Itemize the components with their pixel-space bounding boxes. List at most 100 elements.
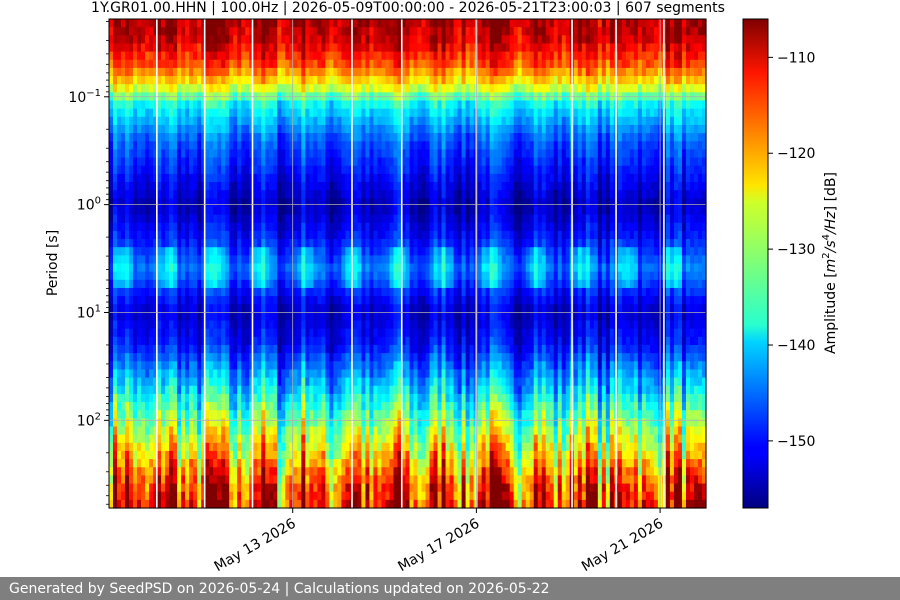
- heatmap-cell: [193, 426, 198, 436]
- heatmap-cell: [177, 353, 182, 362]
- heatmap-cell: [401, 35, 407, 45]
- heatmap-cell: [421, 43, 427, 53]
- heatmap-cell: [189, 173, 194, 183]
- heatmap-cell: [241, 279, 246, 289]
- heatmap-cell: [377, 271, 383, 281]
- heatmap-cell: [305, 100, 310, 110]
- heatmap-cell: [381, 35, 387, 45]
- heatmap-cell: [257, 491, 262, 501]
- heatmap-cell: [425, 100, 431, 110]
- heatmap-cell: [233, 149, 238, 159]
- heatmap-cell: [377, 27, 383, 36]
- heatmap-cell: [173, 426, 178, 436]
- heatmap-cell: [117, 328, 122, 338]
- heatmap-cell: [189, 27, 194, 36]
- heatmap-cell: [201, 19, 206, 28]
- heatmap-cell: [289, 304, 294, 313]
- heatmap-cell: [153, 467, 158, 476]
- heatmap-cell: [145, 450, 150, 460]
- heatmap-cell: [121, 124, 126, 134]
- heatmap-cell: [245, 76, 250, 85]
- heatmap-cell: [213, 467, 218, 476]
- heatmap-cell: [285, 133, 290, 142]
- heatmap-cell: [189, 165, 194, 175]
- heatmap-cell: [137, 385, 142, 395]
- heatmap-cell: [409, 157, 415, 167]
- heatmap-cell: [141, 377, 146, 387]
- heatmap-cell: [197, 393, 202, 403]
- heatmap-cell: [133, 434, 138, 444]
- heatmap-cell: [417, 67, 423, 77]
- heatmap-cell: [117, 19, 122, 28]
- heatmap-cell: [249, 149, 254, 159]
- heatmap-cell: [157, 328, 162, 338]
- heatmap-cell: [149, 149, 154, 159]
- heatmap-cell: [437, 141, 443, 150]
- heatmap-cell: [161, 418, 166, 428]
- heatmap-cell: [381, 377, 387, 387]
- heatmap-cell: [397, 84, 403, 93]
- heatmap-cell: [321, 116, 326, 126]
- heatmap-cell: [297, 165, 302, 175]
- heatmap-cell: [281, 287, 286, 297]
- heatmap-cell: [281, 116, 286, 126]
- heatmap-cell: [317, 59, 322, 69]
- heatmap-cell: [297, 271, 302, 281]
- heatmap-cell: [365, 247, 371, 256]
- heatmap-cell: [141, 418, 146, 428]
- heatmap-cell: [397, 27, 403, 36]
- heatmap-cell: [369, 483, 375, 493]
- heatmap-cell: [353, 19, 359, 28]
- heatmap-cell: [241, 149, 246, 159]
- heatmap-cell: [329, 499, 334, 509]
- heatmap-cell: [285, 483, 290, 493]
- heatmap-cell: [369, 165, 375, 175]
- heatmap-cell: [145, 312, 150, 322]
- heatmap-cell: [237, 43, 242, 53]
- heatmap-cell: [245, 222, 250, 232]
- heatmap-cell: [197, 165, 202, 175]
- heatmap-cell: [277, 27, 282, 36]
- heatmap-cell: [269, 491, 274, 501]
- heatmap-cell: [389, 100, 395, 110]
- heatmap-cell: [157, 361, 162, 371]
- heatmap-cell: [301, 320, 306, 330]
- heatmap-cell: [133, 239, 138, 248]
- heatmap-cell: [369, 206, 375, 216]
- heatmap-cell: [173, 239, 178, 248]
- heatmap-cell: [153, 198, 158, 208]
- heatmap-cell: [193, 345, 198, 354]
- heatmap-cell: [253, 43, 258, 53]
- heatmap-cell: [129, 393, 134, 403]
- heatmap-cell: [249, 467, 254, 476]
- heatmap-cell: [185, 459, 190, 468]
- heatmap-cell: [245, 312, 250, 322]
- heatmap-cell: [281, 35, 286, 45]
- heatmap-cell: [197, 35, 202, 45]
- heatmap-cell: [437, 222, 443, 232]
- heatmap-cell: [393, 165, 399, 175]
- heatmap-cell: [353, 279, 359, 289]
- heatmap-cell: [389, 483, 395, 493]
- heatmap-cell: [281, 59, 286, 69]
- heatmap-cell: [313, 239, 318, 248]
- heatmap-cell: [341, 418, 346, 428]
- heatmap-cell: [125, 369, 130, 379]
- heatmap-cell: [161, 336, 166, 346]
- heatmap-cell: [121, 222, 126, 232]
- heatmap-cell: [193, 222, 198, 232]
- heatmap-cell: [409, 336, 415, 346]
- heatmap-cell: [265, 328, 270, 338]
- heatmap-cell: [369, 67, 375, 77]
- heatmap-cell: [289, 76, 294, 85]
- heatmap-cell: [377, 467, 383, 476]
- heatmap-cell: [221, 76, 226, 85]
- heatmap-cell: [237, 173, 242, 183]
- heatmap-cell: [225, 116, 230, 126]
- heatmap-cell: [277, 475, 282, 485]
- heatmap-cell: [113, 84, 118, 93]
- heatmap-cell: [361, 279, 367, 289]
- heatmap-cell: [233, 35, 238, 45]
- heatmap-cell: [345, 287, 351, 297]
- heatmap-cell: [109, 418, 114, 428]
